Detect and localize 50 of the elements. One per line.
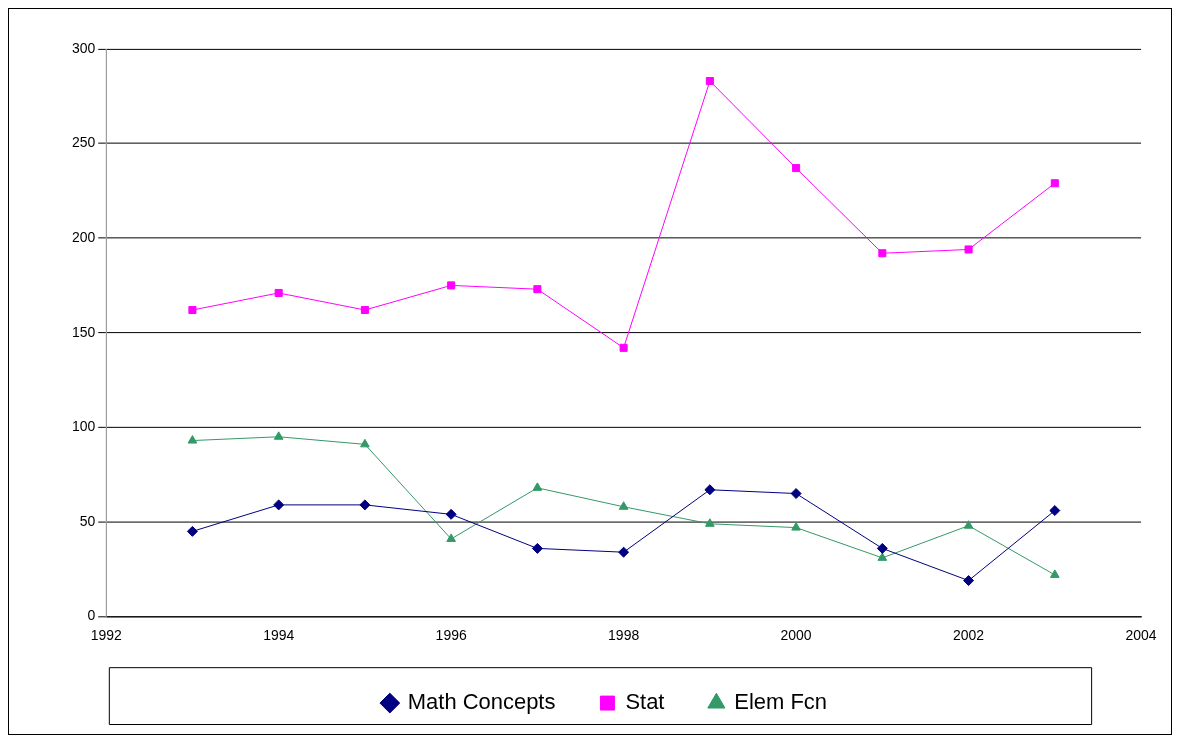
point (618, 501, 629, 510)
point (186, 525, 198, 537)
point (878, 249, 887, 258)
point (360, 438, 370, 448)
x-tick-label: 2000 (780, 626, 812, 643)
point (1049, 505, 1061, 517)
y-tick-label: 250 (71, 134, 96, 151)
point (877, 552, 888, 561)
point (1050, 179, 1059, 188)
point (360, 305, 369, 315)
y-tick-label: 50 (79, 512, 96, 529)
point (790, 488, 802, 500)
point (704, 484, 716, 496)
point (187, 435, 198, 444)
x-tick-label: 2004 (1125, 626, 1157, 643)
y-tick-label: 200 (71, 228, 96, 245)
x-tick-label: 2002 (953, 626, 985, 643)
legend-label: Stat (625, 689, 665, 715)
point (273, 499, 285, 511)
point (963, 520, 974, 529)
point (446, 533, 456, 542)
point (447, 281, 456, 290)
point (705, 518, 715, 527)
y-tick-label: 100 (71, 418, 96, 435)
point (188, 305, 197, 315)
point (705, 77, 714, 86)
point (619, 343, 628, 352)
point (618, 546, 630, 558)
point (533, 285, 542, 294)
point (963, 575, 975, 587)
point (1049, 569, 1060, 578)
legend-label: Elem Fcn (734, 689, 828, 715)
legend-label: Math Concepts (407, 689, 556, 715)
y-tick-label: 0 (87, 607, 96, 624)
point (964, 245, 973, 254)
point (876, 542, 888, 554)
point (791, 522, 801, 531)
x-tick-label: 1992 (90, 626, 122, 643)
point (792, 164, 801, 173)
point (274, 288, 283, 297)
x-tick-label: 1996 (435, 626, 467, 643)
point (532, 482, 543, 491)
y-tick-label: 150 (71, 323, 96, 340)
x-tick-label: 1998 (608, 626, 640, 643)
y-tick-label: 300 (71, 39, 96, 56)
point (445, 508, 457, 520)
point (273, 431, 284, 440)
point (359, 499, 371, 511)
x-tick-label: 1994 (263, 626, 295, 643)
point (531, 542, 543, 554)
